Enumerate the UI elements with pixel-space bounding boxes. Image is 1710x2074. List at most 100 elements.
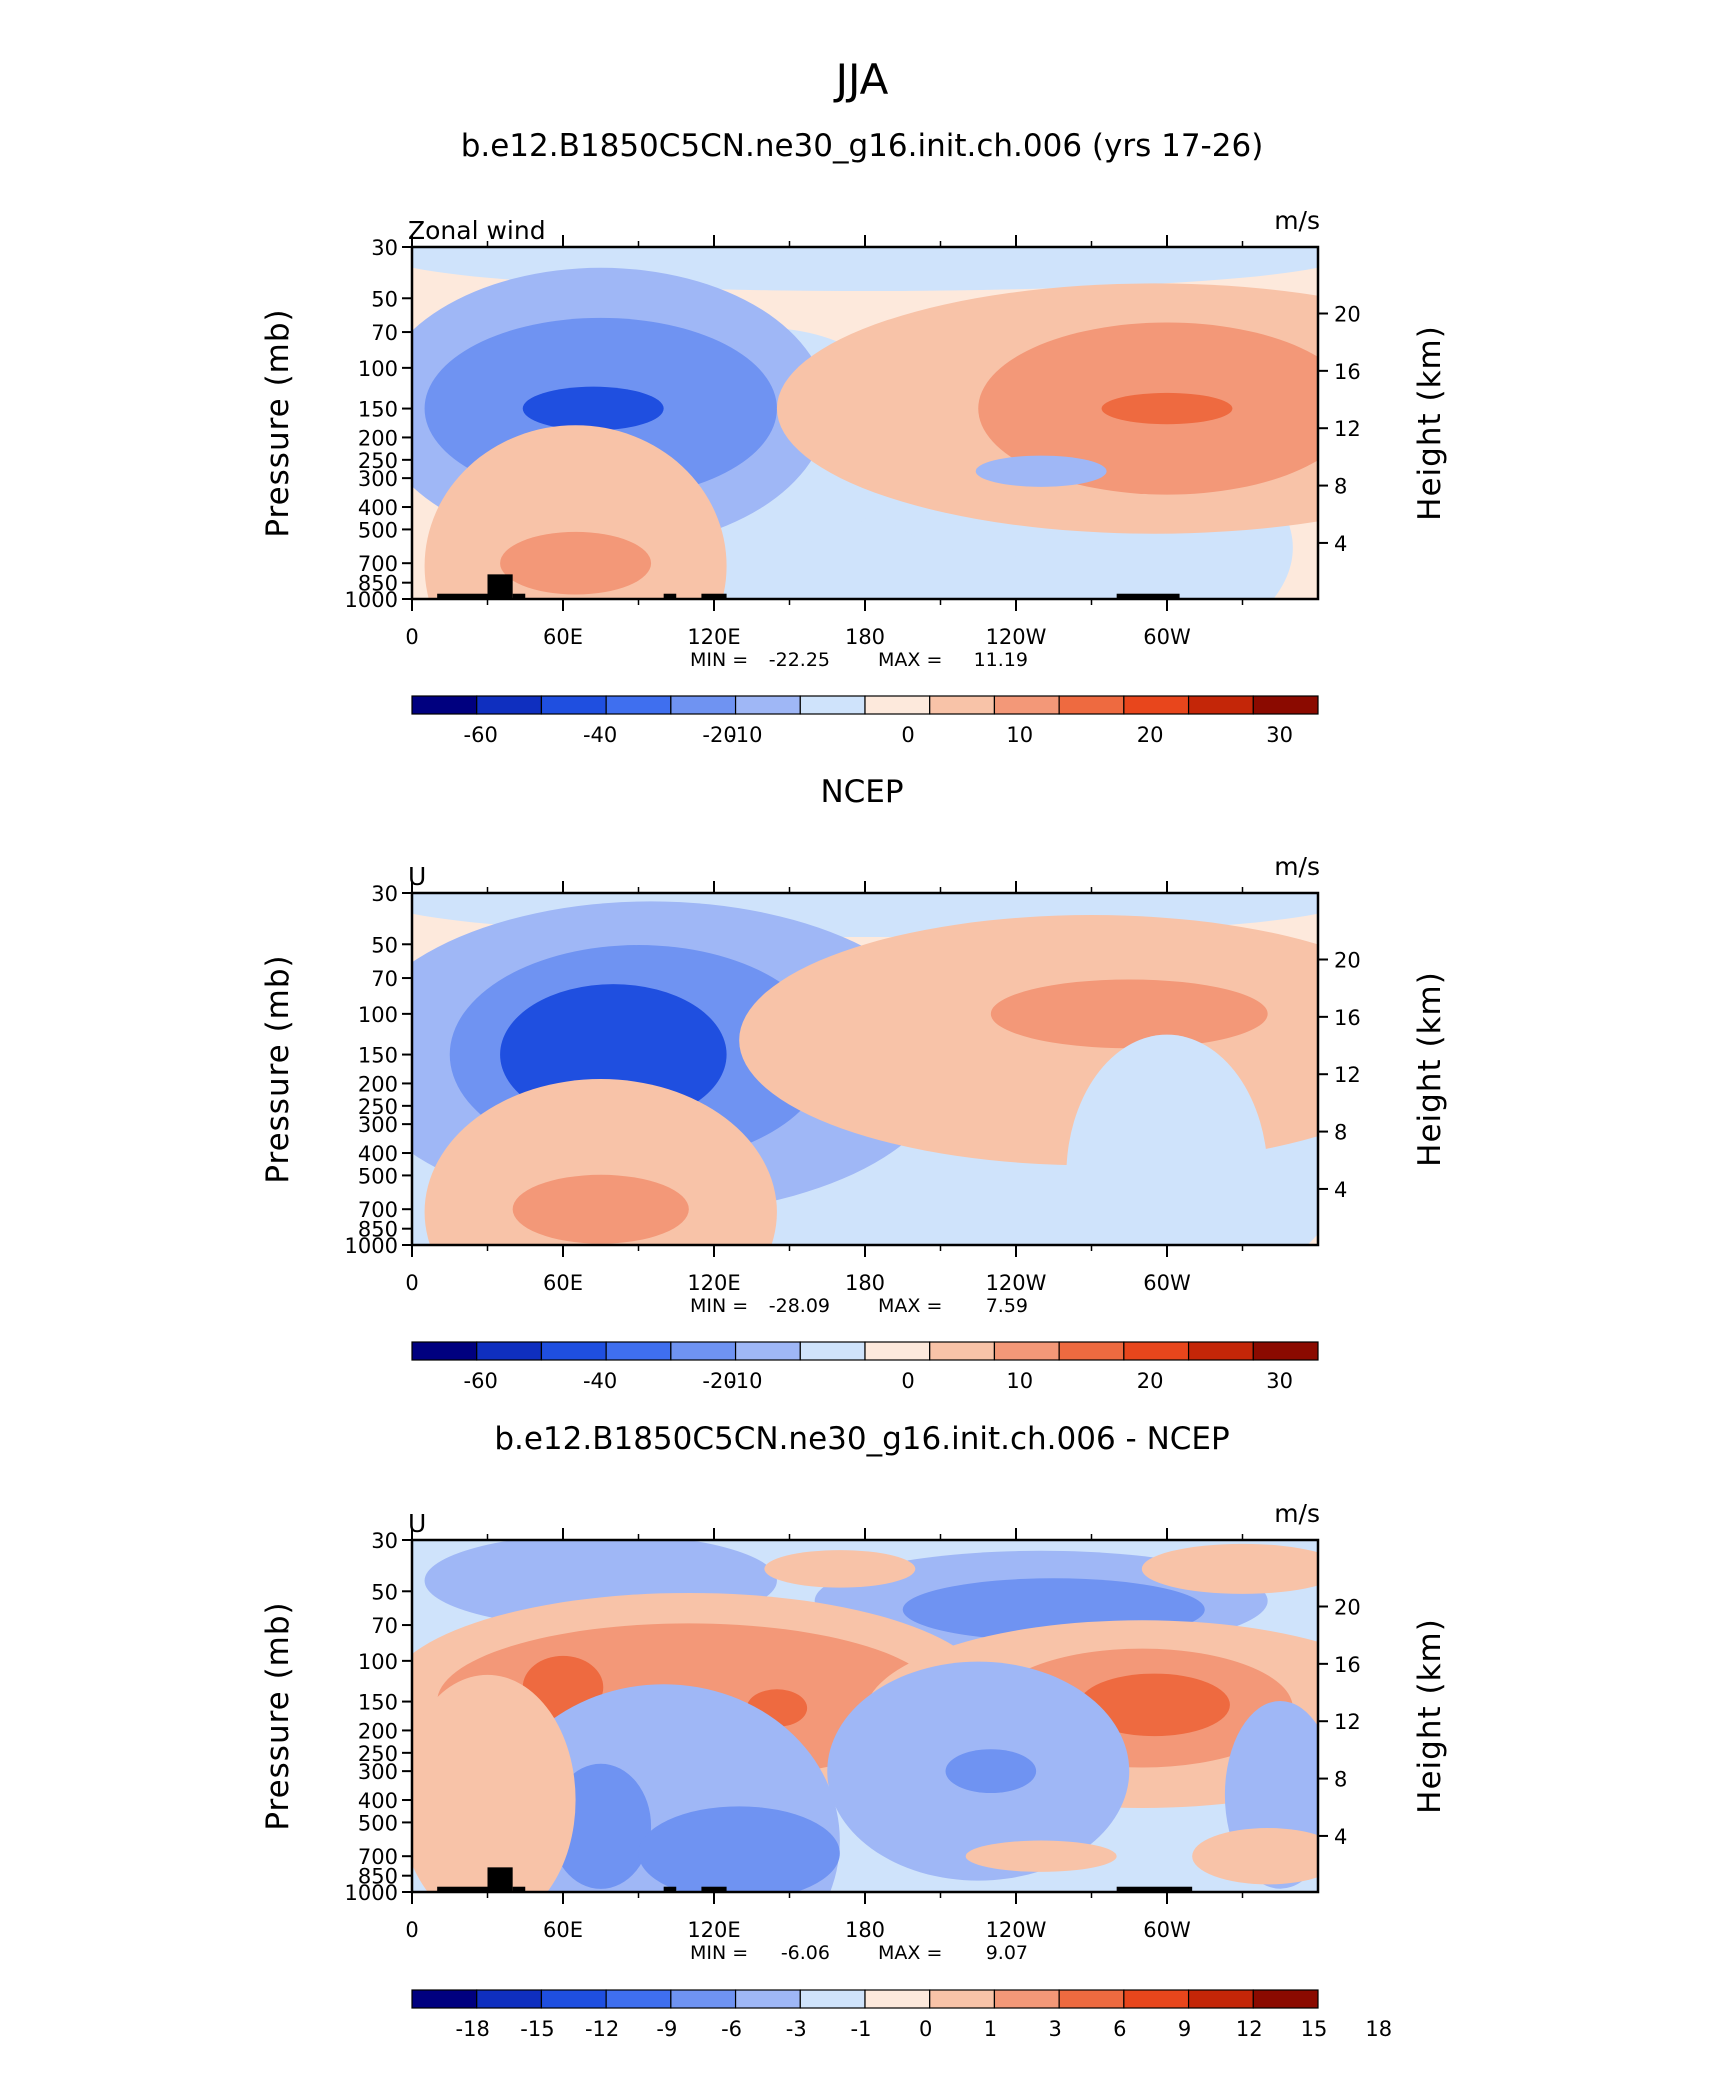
stat-max-label: MAX = [878,1295,942,1317]
y-axis-label: Pressure (mb) [260,308,296,537]
y2-tick-label: 20 [1334,1595,1361,1619]
topography [701,1886,727,1892]
y-tick-label: 250 [358,1095,398,1119]
colorbar-label: 1 [984,2017,997,2041]
topography [512,1886,526,1892]
colorbar: -60 -40 -20-10 0 10 20 30 [411,695,1319,747]
stat-min-value: -22.25 [769,649,830,671]
colorbar-box [670,1989,737,2009]
y2-tick-label: 4 [1334,532,1347,556]
units-label: m/s [1274,206,1320,235]
contour-region [522,386,664,431]
y-tick-label: 400 [358,1789,398,1813]
colorbar-label: 0 [901,1369,914,1393]
colorbar-label: 0 [901,723,914,747]
colorbar-box [1187,1341,1254,1361]
y-tick-label: 700 [358,1845,398,1869]
y-tick-label: 1000 [345,588,398,612]
topography [437,1886,488,1892]
colorbar-label: 20 [1137,1369,1164,1393]
x-tick-label: 120W [986,625,1047,649]
contour-region [412,1674,576,1892]
colorbar-label: -15 [520,2017,554,2041]
y2-tick-label: 16 [1334,1653,1361,1677]
x-tick-label: 120E [687,1918,740,1942]
colorbar-label: -60 [464,1369,498,1393]
y2-tick-label: 20 [1334,302,1361,326]
colorbar-label: -10 [728,1369,762,1393]
colorbar-box [1187,695,1254,715]
colorbar-label: 30 [1266,1369,1293,1393]
colorbar-label: -20 [702,1369,736,1393]
stat-min-value: -28.09 [769,1295,830,1317]
y2-tick-label: 12 [1334,417,1361,441]
y2-axis-label: Height (km) [1412,971,1448,1167]
contour-region [965,1840,1117,1872]
contour-region [500,531,652,595]
colorbar-box [734,1989,801,2009]
y2-tick-label: 8 [1334,1768,1347,1792]
y2-axis-label: Height (km) [1412,1618,1448,1814]
y2-axis-label: Height (km) [1412,325,1448,521]
colorbar-label: 30 [1266,723,1293,747]
contour-region [975,455,1107,487]
y-axis-label: Pressure (mb) [260,954,296,1183]
y-tick-label: 30 [371,1529,398,1553]
y2-tick-label: 12 [1334,1710,1361,1734]
x-tick-label: 60W [1143,625,1191,649]
colorbar-box [411,1989,478,2009]
colorbar-box [799,695,866,715]
colorbar-box [476,1341,543,1361]
contour-region [764,1550,916,1588]
contour-region [1101,392,1233,425]
x-tick-label: 180 [845,1918,885,1942]
colorbar-box [670,695,737,715]
stat-max-label: MAX = [878,1942,942,1964]
colorbar-label: 3 [1048,2017,1061,2041]
colorbar-label: 12 [1236,2017,1263,2041]
colorbar-box [864,695,931,715]
y-tick-label: 200 [358,1072,398,1096]
colorbar-box [540,1989,607,2009]
colorbar-box [864,1341,931,1361]
contour-region [1141,1543,1318,1594]
y-tick-label: 70 [371,1614,398,1638]
y-tick-label: 100 [358,1003,398,1027]
colorbar-box [605,695,672,715]
colorbar-box [476,695,543,715]
y-tick-label: 1000 [345,1881,398,1905]
y-tick-label: 150 [358,1044,398,1068]
figure-title: JJA [833,55,889,104]
stat-min-label: MIN = [690,1942,748,1964]
colorbar-box [1252,1341,1319,1361]
colorbar-box [1123,1341,1190,1361]
contour-region [1066,1034,1268,1245]
colorbar-box [411,1341,478,1361]
y2-tick-label: 20 [1334,948,1361,972]
colorbar-box [1058,695,1125,715]
y-tick-label: 50 [371,933,398,957]
y-tick-label: 400 [358,1142,398,1166]
colorbar-label: -40 [583,723,617,747]
colorbar-box [1058,1989,1125,2009]
colorbar-box [1058,1341,1125,1361]
y-tick-label: 400 [358,496,398,520]
y2-tick-label: 4 [1334,1825,1347,1849]
colorbar-label: 10 [1006,1369,1033,1393]
colorbar-box [1252,695,1319,715]
colorbar-label: 15 [1301,2017,1328,2041]
contour-region [1192,1828,1318,1885]
chart-panel-3: b.e12.B1850C5CN.ne30_g16.init.ch.006 - N… [260,1421,1448,2041]
y-tick-label: 70 [371,967,398,991]
colorbar-box [734,1341,801,1361]
colorbar-label: -60 [464,723,498,747]
colorbar-label: 6 [1113,2017,1126,2041]
colorbar-box [929,1989,996,2009]
x-tick-label: 60W [1143,1271,1191,1295]
contour-field [412,893,1318,1245]
panel-title: NCEP [820,774,903,810]
colorbar-box [929,695,996,715]
colorbar-box [799,1341,866,1361]
colorbar-box [1123,1989,1190,2009]
